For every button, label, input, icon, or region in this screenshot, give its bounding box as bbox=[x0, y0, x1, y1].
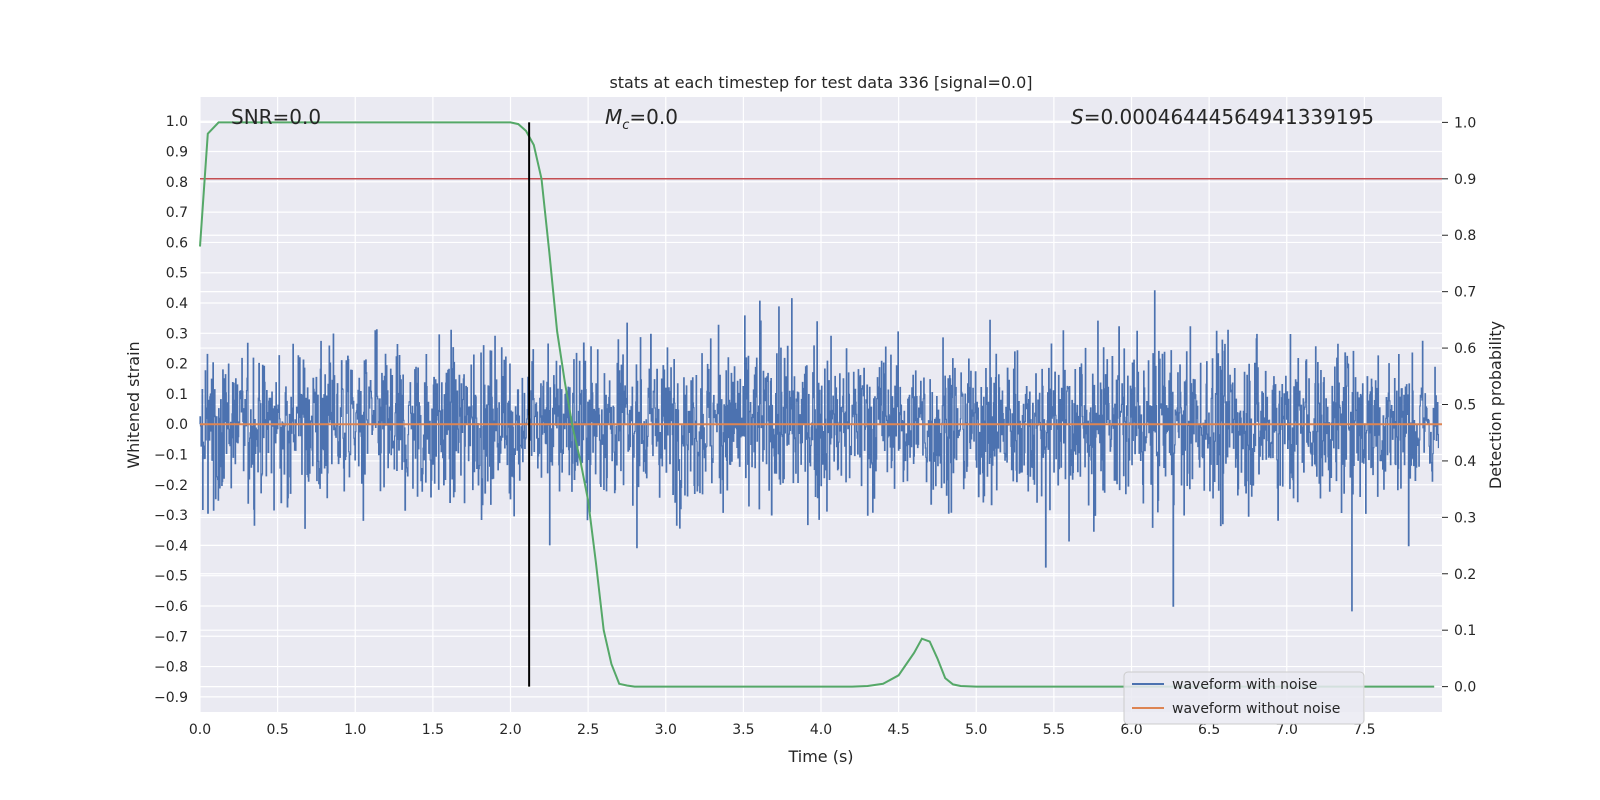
left-y-tick-label: 0.9 bbox=[166, 145, 188, 161]
mc-value: =0.0 bbox=[629, 105, 678, 129]
left-y-tick-label: 0.3 bbox=[166, 326, 188, 342]
left-y-tick-labels: 1.0 0.9 0.8 0.7 0.6 0.5 0.4 0.3 0.2 0.1 0.0 −0.1 −0.… bbox=[154, 114, 188, 706]
noise-waveform-path bbox=[199, 290, 1439, 612]
right-y-axis-label: Detection probability bbox=[1486, 321, 1505, 489]
left-y-axis-label: Whitened strain bbox=[124, 341, 143, 468]
detection-probability-line bbox=[199, 121, 1435, 688]
right-y-tick-label: 0.9 bbox=[1454, 172, 1476, 188]
mc-symbol: M bbox=[605, 105, 622, 129]
x-tick-label: 2.5 bbox=[577, 722, 599, 738]
x-tick-label: 0.0 bbox=[189, 722, 211, 738]
left-y-tick-label: −0.9 bbox=[154, 690, 188, 706]
x-tick-label: 5.0 bbox=[965, 722, 987, 738]
left-y-tick-label: −0.2 bbox=[154, 478, 188, 494]
x-tick-label: 4.5 bbox=[887, 722, 909, 738]
right-y-tick-label: 0.0 bbox=[1454, 680, 1476, 696]
legend-label-noise: waveform with noise bbox=[1172, 677, 1317, 693]
chart-title: stats at each timestep for test data 336… bbox=[609, 73, 1032, 92]
x-tick-label: 3.0 bbox=[655, 722, 677, 738]
legend-box bbox=[1123, 671, 1365, 725]
mc-subscript: c bbox=[622, 118, 629, 133]
right-y-tick-label: 0.7 bbox=[1454, 285, 1476, 301]
right-y-tick-label: 1.0 bbox=[1454, 115, 1476, 131]
left-y-tick-label: −0.3 bbox=[154, 508, 188, 524]
left-y-tick-label: 0.0 bbox=[166, 417, 188, 433]
right-y-tick-label: 0.8 bbox=[1454, 228, 1476, 244]
legend-label-clean: waveform without noise bbox=[1172, 701, 1340, 717]
left-y-tick-label: 1.0 bbox=[166, 114, 188, 130]
x-tick-label: 1.5 bbox=[422, 722, 444, 738]
left-y-tick-label: 0.2 bbox=[166, 357, 188, 373]
left-y-tick-label: 0.6 bbox=[166, 235, 188, 251]
left-y-tick-label: −0.1 bbox=[154, 447, 188, 463]
s-value: =0.00046444564941339195 bbox=[1084, 105, 1374, 129]
waveform-with-noise-series bbox=[199, 290, 1439, 612]
x-tick-label: 7.0 bbox=[1276, 722, 1298, 738]
x-tick-label: 4.0 bbox=[810, 722, 832, 738]
s-annotation: S=0.00046444564941339195 bbox=[1071, 105, 1374, 129]
right-y-tick-label: 0.3 bbox=[1454, 510, 1476, 526]
right-y-tick-labels: 1.0 0.9 0.8 0.7 0.6 0.5 0.4 0.3 0.2 0.1 0.0 bbox=[1442, 115, 1476, 696]
x-tick-label: 3.5 bbox=[732, 722, 754, 738]
left-y-tick-label: 0.5 bbox=[166, 266, 188, 282]
snr-annotation: SNR=0.0 bbox=[231, 105, 321, 129]
x-tick-label: 2.0 bbox=[499, 722, 521, 738]
x-tick-labels: 0.0 0.5 1.0 1.5 2.0 2.5 3.0 3.5 4.0 4.5 5.0 5.5 6.0 6… bbox=[189, 722, 1376, 738]
x-tick-label: 6.5 bbox=[1198, 722, 1220, 738]
right-y-tick-label: 0.5 bbox=[1454, 398, 1476, 414]
x-tick-label: 5.5 bbox=[1043, 722, 1065, 738]
left-y-tick-label: −0.4 bbox=[154, 538, 188, 554]
s-symbol: S bbox=[1071, 105, 1084, 129]
x-axis-label: Time (s) bbox=[787, 747, 853, 766]
left-y-tick-label: 0.8 bbox=[166, 175, 188, 191]
x-tick-label: 7.5 bbox=[1353, 722, 1375, 738]
left-y-tick-label: −0.5 bbox=[154, 569, 188, 585]
left-y-tick-label: 0.4 bbox=[166, 296, 188, 312]
left-y-tick-label: −0.7 bbox=[154, 629, 188, 645]
right-y-tick-label: 0.4 bbox=[1454, 454, 1476, 470]
right-y-tick-label: 0.6 bbox=[1454, 341, 1476, 357]
left-y-tick-label: 0.1 bbox=[166, 387, 188, 403]
x-tick-label: 0.5 bbox=[266, 722, 288, 738]
legend: waveform with noise waveform without noi… bbox=[1123, 671, 1365, 725]
left-y-tick-label: 0.7 bbox=[166, 205, 188, 221]
x-tick-label: 6.0 bbox=[1120, 722, 1142, 738]
x-tick-label: 1.0 bbox=[344, 722, 366, 738]
chirp-mass-annotation: Mc=0.0 bbox=[605, 105, 678, 133]
left-y-tick-label: −0.6 bbox=[154, 599, 188, 615]
right-y-tick-label: 0.1 bbox=[1454, 623, 1476, 639]
right-y-tick-label: 0.2 bbox=[1454, 567, 1476, 583]
left-y-tick-label: −0.8 bbox=[154, 660, 188, 676]
